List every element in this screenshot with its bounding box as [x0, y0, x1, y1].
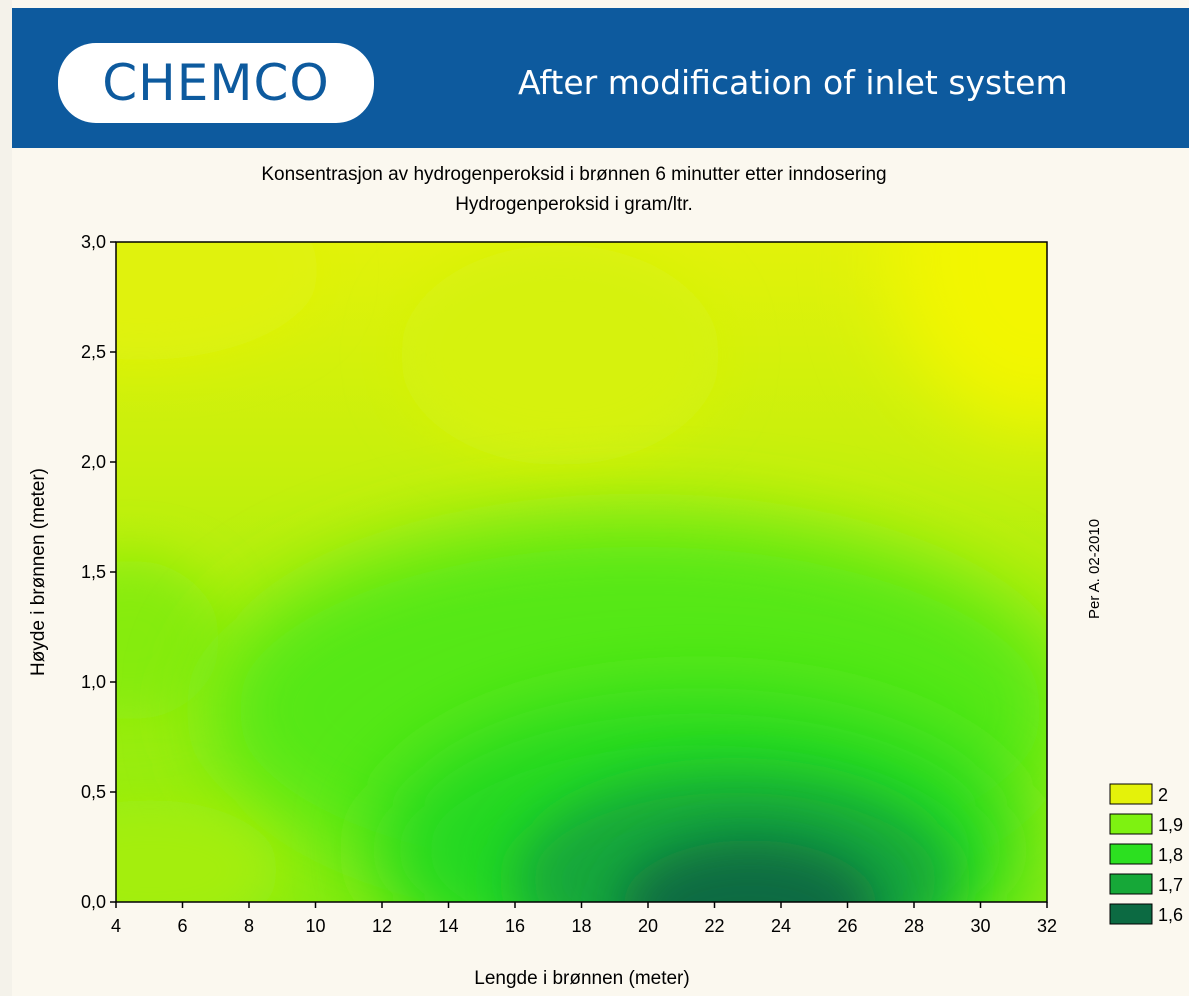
x-tick-label: 32	[1037, 916, 1057, 936]
upper-right-high-region	[890, 242, 1047, 430]
y-tick-label: 2,5	[81, 342, 106, 362]
y-tick-label: 1,0	[81, 672, 106, 692]
legend-label: 1,8	[1158, 845, 1183, 865]
y-tick-label: 2,0	[81, 452, 106, 472]
legend-label: 2	[1158, 785, 1168, 805]
x-tick-label: 18	[571, 916, 591, 936]
x-tick-label: 24	[771, 916, 791, 936]
x-tick-label: 20	[638, 916, 658, 936]
x-tick-label: 30	[970, 916, 990, 936]
legend-swatch	[1109, 843, 1153, 865]
legend-swatch	[1109, 783, 1153, 805]
legend-swatch	[1109, 813, 1153, 835]
legend-label: 1,6	[1158, 905, 1183, 925]
left-mid-low-region	[116, 560, 220, 720]
contour-chart: Konsentrasjon av hydrogenperoksid i brøn…	[28, 164, 1183, 989]
x-tick-label: 12	[372, 916, 392, 936]
author-credit: Per A. 02-2010	[1086, 519, 1103, 619]
chart-subtitle: Hydrogenperoksid i gram/ltr.	[455, 194, 693, 215]
minimum-region	[620, 840, 880, 902]
chart-title: Konsentrasjon av hydrogenperoksid i brøn…	[261, 164, 886, 185]
page-title: After modification of inlet system	[518, 63, 1068, 102]
y-tick-label: 0,5	[81, 782, 106, 802]
y-tick-label: 3,0	[81, 232, 106, 252]
chemco-logo: CHEMCO	[58, 43, 374, 123]
x-axis: 4 6 8 10 12 14 16 18 20 22 24 26 28 30 32	[111, 902, 1057, 936]
x-tick-label: 28	[904, 916, 924, 936]
plot-area	[116, 242, 1047, 902]
x-tick-label: 8	[244, 916, 254, 936]
upper-left-high-region	[116, 242, 320, 360]
header-banner: CHEMCO After modification of inlet syste…	[12, 8, 1189, 148]
y-tick-label: 1,5	[81, 562, 106, 582]
x-tick-label: 16	[505, 916, 525, 936]
legend-label: 1,7	[1158, 875, 1183, 895]
legend-label: 1,9	[1158, 815, 1183, 835]
x-tick-label: 10	[305, 916, 325, 936]
y-axis-label: Høyde i brønnen (meter)	[28, 468, 49, 676]
lower-left-high-region	[116, 800, 280, 902]
upper-middle-high-region	[400, 245, 720, 465]
x-tick-label: 22	[704, 916, 724, 936]
x-tick-label: 26	[837, 916, 857, 936]
legend-swatch	[1109, 903, 1153, 925]
x-tick-label: 4	[111, 916, 121, 936]
x-tick-label: 6	[177, 916, 187, 936]
concentration-field	[116, 242, 1047, 902]
logo-text: CHEMCO	[102, 54, 330, 112]
y-tick-label: 0,0	[81, 892, 106, 912]
left-margin-strip	[0, 0, 12, 996]
y-axis: 0,0 0,5 1,0 1,5 2,0 2,5 3,0	[81, 232, 116, 912]
legend-swatch	[1109, 873, 1153, 895]
legend: 2 1,9 1,8 1,7 1,6	[1109, 783, 1183, 925]
x-tick-label: 14	[438, 916, 458, 936]
x-axis-label: Lengde i brønnen (meter)	[474, 968, 689, 989]
